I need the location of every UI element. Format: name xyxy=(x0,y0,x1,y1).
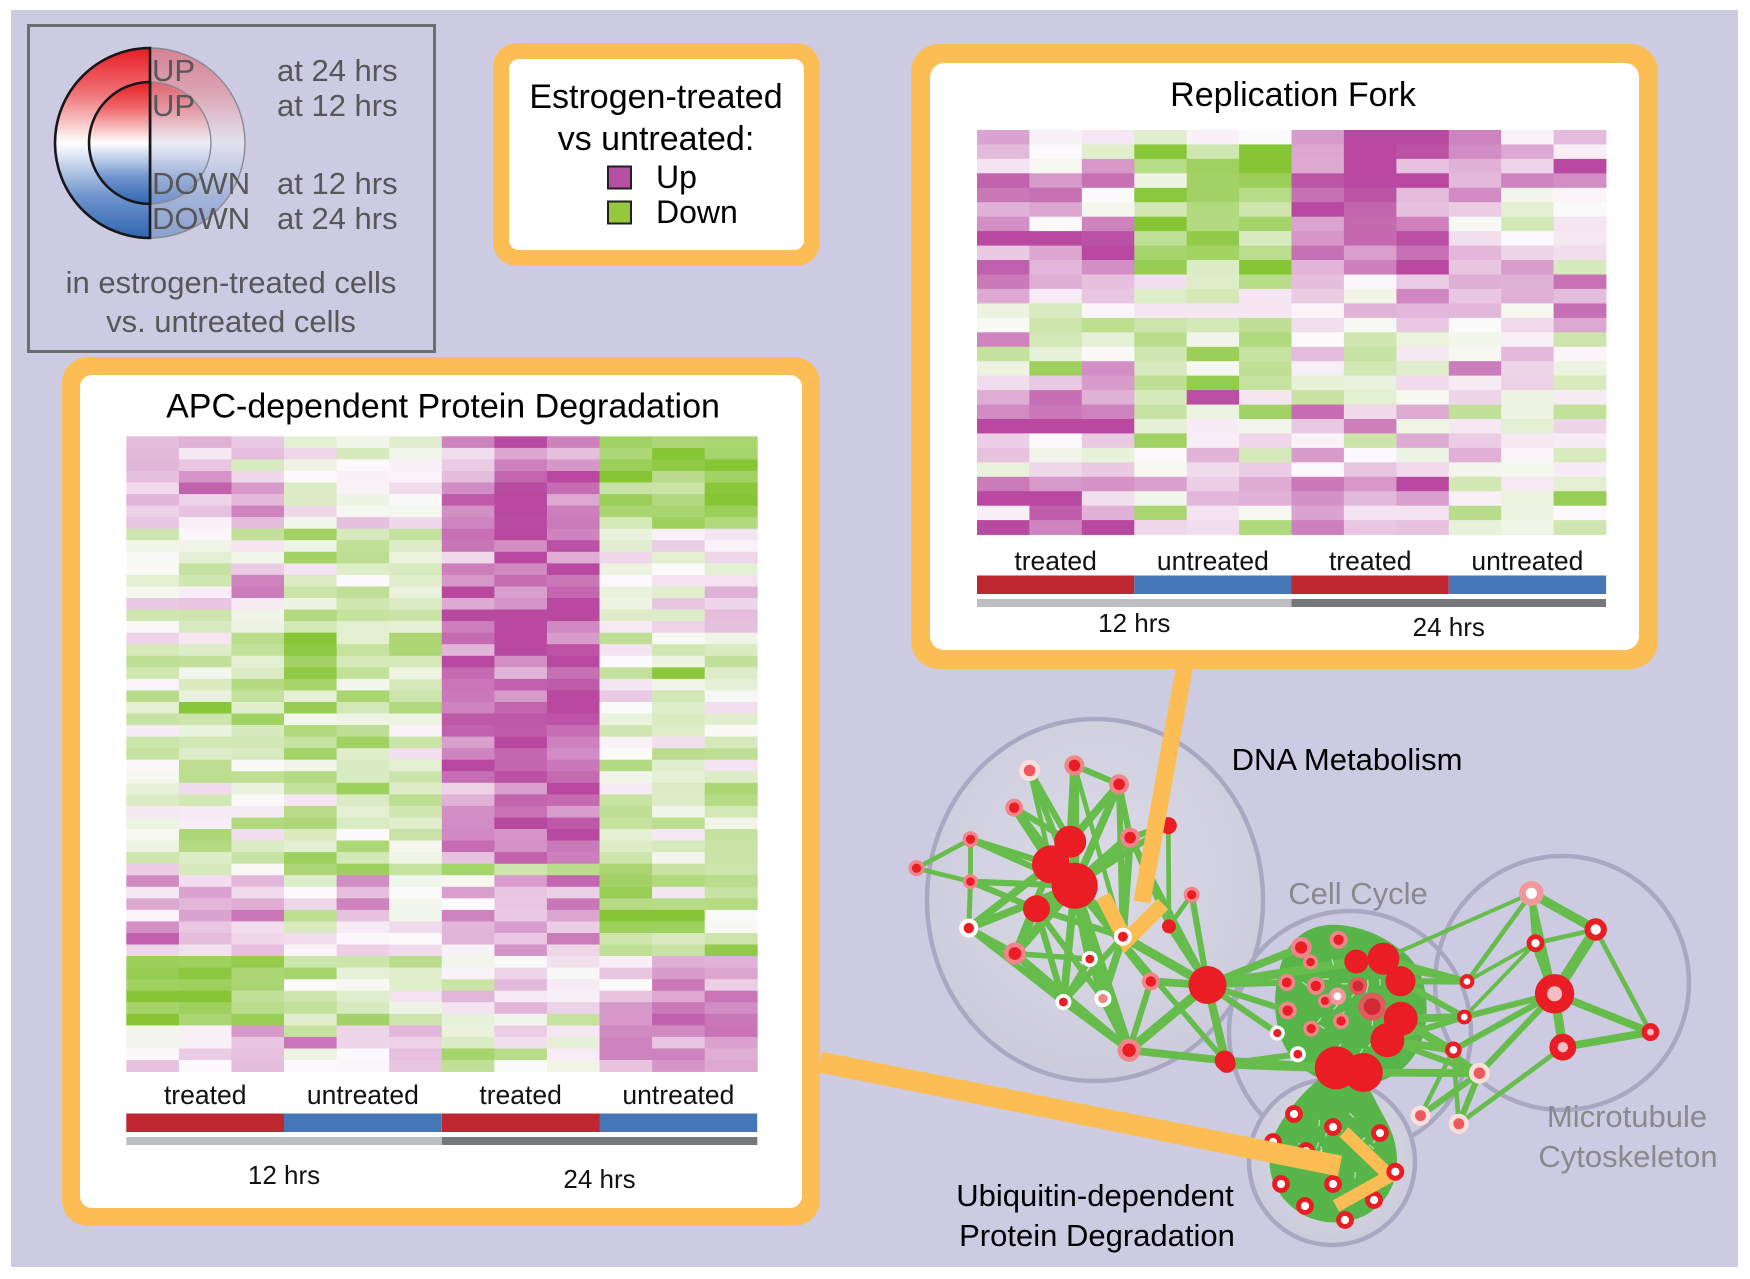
svg-text:DOWN: DOWN xyxy=(152,201,250,236)
svg-text:vs. untreated cells: vs. untreated cells xyxy=(106,304,356,339)
svg-text:DOWN: DOWN xyxy=(152,166,250,201)
svg-text:24 hrs: 24 hrs xyxy=(563,1164,635,1194)
svg-text:Microtubule: Microtubule xyxy=(1547,1099,1707,1134)
svg-text:treated: treated xyxy=(164,1080,247,1110)
svg-text:treated: treated xyxy=(1329,546,1412,576)
svg-text:untreated: untreated xyxy=(622,1080,734,1110)
svg-text:12 hrs: 12 hrs xyxy=(1098,608,1170,638)
svg-text:12 hrs: 12 hrs xyxy=(248,1160,320,1190)
svg-text:DNA Metabolism: DNA Metabolism xyxy=(1232,742,1463,777)
svg-text:at 12 hrs: at 12 hrs xyxy=(277,88,398,123)
svg-text:Cytoskeleton: Cytoskeleton xyxy=(1538,1139,1717,1174)
svg-text:treated: treated xyxy=(1014,546,1097,576)
svg-text:Up: Up xyxy=(656,159,697,195)
svg-text:Estrogen-treated: Estrogen-treated xyxy=(529,78,782,116)
svg-text:Replication Fork: Replication Fork xyxy=(1170,76,1417,114)
svg-text:APC-dependent Protein Degradat: APC-dependent Protein Degradation xyxy=(166,388,720,426)
svg-text:UP: UP xyxy=(152,88,195,123)
svg-text:Cell Cycle: Cell Cycle xyxy=(1288,876,1428,911)
svg-text:Down: Down xyxy=(656,194,738,230)
svg-text:at 24 hrs: at 24 hrs xyxy=(277,53,398,88)
svg-text:at 12 hrs: at 12 hrs xyxy=(277,166,398,201)
svg-text:UP: UP xyxy=(152,53,195,88)
svg-text:Ubiquitin-dependent: Ubiquitin-dependent xyxy=(956,1178,1234,1213)
svg-text:untreated: untreated xyxy=(307,1080,419,1110)
svg-text:vs untreated:: vs untreated: xyxy=(558,120,755,158)
svg-text:untreated: untreated xyxy=(1157,546,1269,576)
svg-text:24 hrs: 24 hrs xyxy=(1413,612,1485,642)
svg-text:treated: treated xyxy=(479,1080,562,1110)
svg-text:untreated: untreated xyxy=(1471,546,1583,576)
svg-text:Protein Degradation: Protein Degradation xyxy=(959,1218,1235,1253)
svg-text:at 24 hrs: at 24 hrs xyxy=(277,201,398,236)
svg-text:in estrogen-treated cells: in estrogen-treated cells xyxy=(66,265,397,300)
